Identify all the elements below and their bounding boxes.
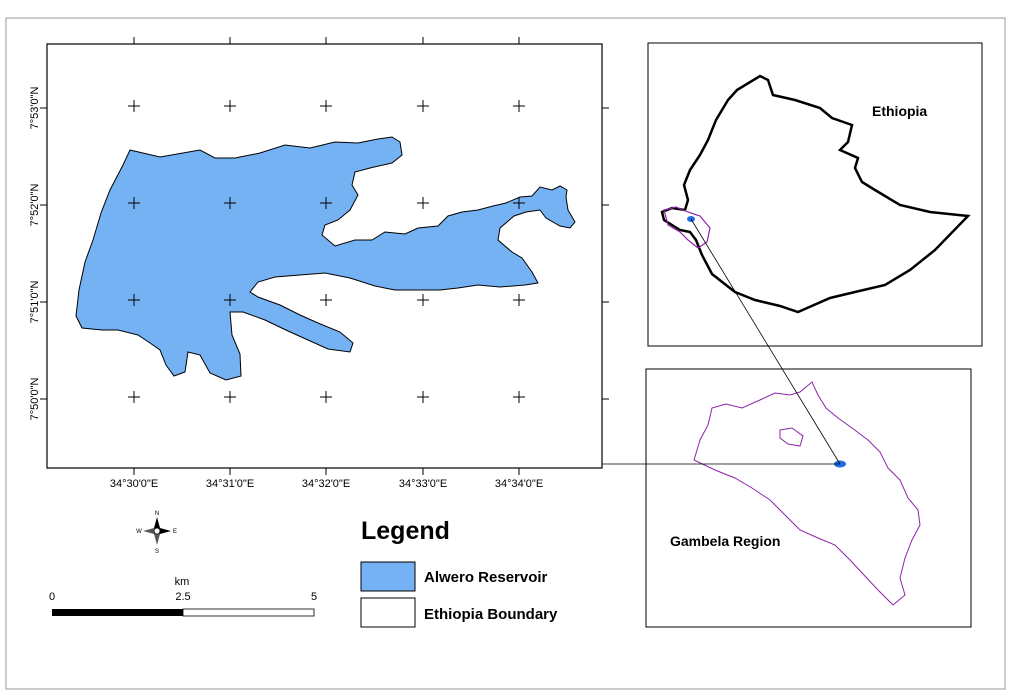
graticule-cross: [224, 100, 236, 112]
graticule-cross: [417, 197, 429, 209]
graticule-crosses: [128, 100, 525, 403]
x-tick-label: 34°32'0"E: [302, 478, 350, 490]
south-letter: S: [155, 549, 159, 555]
y-tick-label: 7°53'0"N: [29, 87, 41, 130]
legend-swatch-boundary: [360, 597, 416, 628]
x-tick-label: 34°30'0"E: [110, 478, 158, 490]
ethiopia-inset: Ethiopia: [647, 42, 983, 347]
graticule-cross: [128, 100, 140, 112]
legend-label-reservoir: Alwero Reservoir: [424, 569, 548, 586]
gambela-outline-small: [663, 206, 711, 249]
y-tick-label: 7°50'0"N: [29, 378, 41, 421]
legend-title: Legend: [361, 517, 450, 545]
axis-ticks: [40, 37, 609, 475]
graticule-cross: [224, 294, 236, 306]
page-frame: [5, 17, 1006, 690]
north-arrow-icon: N E S W: [136, 511, 177, 555]
scale-label-mid: 2.5: [175, 591, 190, 603]
x-tick-label: 34°33'0"E: [399, 478, 447, 490]
graticule-cross: [320, 100, 332, 112]
gambela-label: Gambela Region: [670, 533, 780, 549]
graticule-cross: [513, 197, 525, 209]
graticule-cross: [320, 391, 332, 403]
scale-bar: km 0 2.5 5: [49, 576, 317, 617]
alwero-reservoir-polygon: [75, 136, 576, 381]
graticule-cross: [128, 391, 140, 403]
legend: Legend Alwero Reservoir Ethiopia Boundar…: [360, 517, 558, 628]
graticule-cross: [513, 294, 525, 306]
graticule-cross: [417, 391, 429, 403]
graticule-cross: [320, 294, 332, 306]
main-map: 34°30'0"E 34°31'0"E 34°32'0"E 34°33'0"E …: [29, 37, 609, 490]
scale-unit: km: [175, 576, 190, 588]
connector-line: [690, 218, 841, 465]
ethiopia-inset-frame: [647, 42, 983, 347]
scale-segment-white: [182, 608, 315, 617]
east-letter: E: [173, 529, 177, 535]
graticule-cross: [224, 391, 236, 403]
graticule-cross: [224, 197, 236, 209]
north-letter: N: [155, 511, 159, 517]
gambela-inset-frame: [645, 368, 972, 628]
legend-label-boundary: Ethiopia Boundary: [424, 606, 558, 623]
graticule-cross: [128, 197, 140, 209]
graticule-cross: [513, 100, 525, 112]
graticule-cross: [417, 294, 429, 306]
scale-label-end: 5: [311, 591, 317, 603]
gambela-inset: Gambela Region: [645, 368, 972, 628]
graticule-cross: [128, 294, 140, 306]
scale-label-0: 0: [49, 591, 55, 603]
ethiopia-label: Ethiopia: [872, 103, 927, 119]
y-tick-label: 7°51'0"N: [29, 281, 41, 324]
y-tick-label: 7°52'0"N: [29, 184, 41, 227]
west-letter: W: [136, 529, 142, 535]
ethiopia-boundary: [660, 74, 971, 314]
legend-swatch-reservoir: [360, 561, 416, 592]
x-tick-label: 34°34'0"E: [495, 478, 543, 490]
graticule-cross: [320, 197, 332, 209]
gambela-boundary: [693, 381, 921, 606]
graticule-cross: [417, 100, 429, 112]
x-tick-label: 34°31'0"E: [206, 478, 254, 490]
gambela-island: [779, 427, 804, 447]
graticule-cross: [513, 391, 525, 403]
scale-segment-black: [52, 609, 183, 616]
